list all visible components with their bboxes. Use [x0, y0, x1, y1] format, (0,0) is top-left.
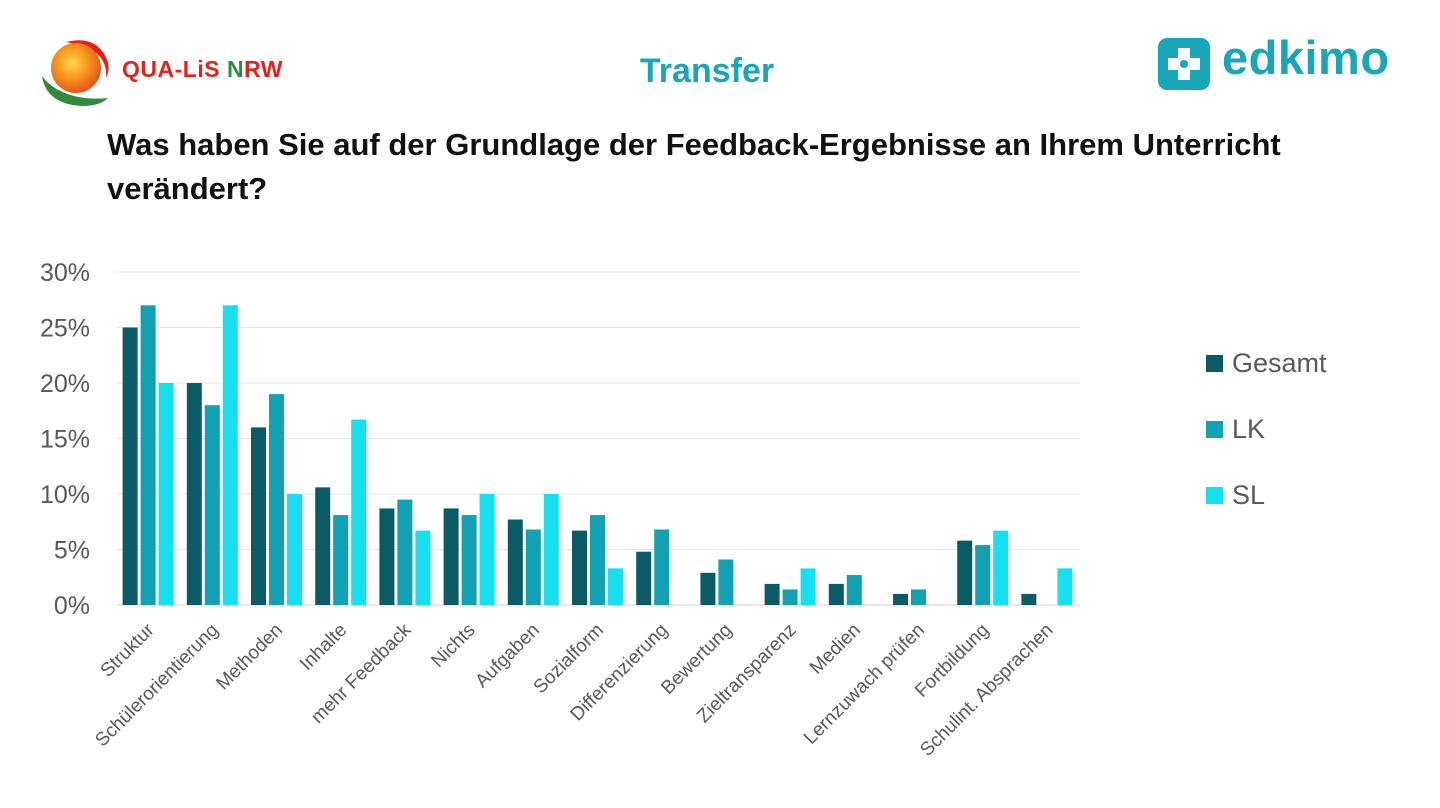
y-tick-label: 10%: [40, 481, 90, 509]
bar-gesamt: [893, 593, 908, 605]
chart-legend: Gesamt LK SL: [1206, 330, 1327, 528]
bar-gesamt: [700, 572, 716, 605]
bar-lk: [718, 559, 734, 605]
survey-question: Was haben Sie auf der Grundlage der Feed…: [107, 127, 1281, 206]
x-tick-label: Medien: [806, 620, 865, 679]
bar-lk: [525, 529, 541, 605]
bar-lk: [654, 529, 670, 605]
bar-sl: [415, 530, 431, 605]
bar-gesamt: [315, 487, 331, 605]
qualis-nrw-logo: QUA-LiS NRW: [38, 36, 308, 108]
bar-sl: [1057, 568, 1073, 605]
legend-swatch: [1206, 354, 1223, 372]
bar-gesamt: [764, 583, 780, 605]
legend-label: Gesamt: [1232, 347, 1327, 378]
qualis-sun-icon: [42, 40, 109, 106]
bar-gesamt: [828, 583, 844, 605]
legend-label: SL: [1232, 479, 1266, 510]
legend-swatch: [1206, 420, 1223, 438]
edkimo-logo: edkimo: [1158, 31, 1408, 96]
bar-gesamt: [1021, 593, 1037, 605]
legend-label: LK: [1232, 413, 1266, 444]
bar-sl: [993, 530, 1009, 605]
bar-lk: [975, 545, 991, 605]
y-tick-label: 5%: [54, 537, 90, 565]
x-tick-label: Schülerorientierung: [91, 620, 222, 751]
x-tick-label: Nichts: [427, 620, 479, 672]
bar-sl: [287, 494, 302, 605]
bar-lk: [397, 499, 413, 605]
legend-swatch: [1206, 486, 1223, 504]
edkimo-logo-text: edkimo: [1222, 31, 1390, 84]
y-tick-label: 20%: [40, 370, 90, 398]
page-title: Transfer: [639, 52, 775, 90]
bar-lk: [846, 575, 862, 605]
bar-sl: [800, 568, 816, 605]
bar-lk: [333, 515, 349, 605]
bar-lk: [140, 305, 156, 605]
x-tick-label: Inhalte: [296, 620, 351, 675]
legend-item-sl: SL: [1206, 462, 1327, 528]
bar-lk: [204, 405, 220, 605]
x-tick-label: Lernzuwach prüfen: [800, 620, 929, 749]
bar-gesamt: [957, 540, 973, 605]
bar-gesamt: [636, 551, 652, 605]
bar-gesamt: [572, 530, 587, 605]
legend-item-gesamt: Gesamt: [1206, 330, 1327, 396]
bar-lk: [461, 515, 477, 605]
bar-lk: [911, 589, 926, 605]
y-tick-label: 15%: [40, 426, 90, 454]
bar-gesamt: [379, 508, 395, 605]
qualis-logo-text: QUA-LiS NRW: [122, 56, 283, 82]
bar-gesamt: [251, 427, 266, 605]
bar-lk: [782, 589, 798, 605]
y-tick-label: 25%: [40, 315, 90, 343]
bar-gesamt: [186, 383, 202, 605]
bar-gesamt: [507, 519, 523, 605]
bar-gesamt: [443, 508, 459, 605]
x-tick-label: Methoden: [212, 620, 287, 695]
bar-lk: [590, 515, 605, 605]
bar-gesamt: [122, 327, 138, 605]
bar-sl: [351, 419, 367, 605]
x-tick-label: Struktur: [97, 619, 159, 681]
bar-sl: [543, 494, 559, 605]
legend-item-lk: LK: [1206, 396, 1327, 462]
bar-sl: [608, 568, 623, 605]
bar-sl: [158, 383, 174, 605]
bar-sl: [479, 494, 495, 605]
y-tick-label: 30%: [40, 259, 90, 287]
edkimo-puzzle-icon: [1158, 38, 1210, 90]
bar-lk: [269, 394, 284, 605]
bar-sl: [222, 305, 238, 605]
y-tick-label: 0%: [54, 592, 90, 620]
